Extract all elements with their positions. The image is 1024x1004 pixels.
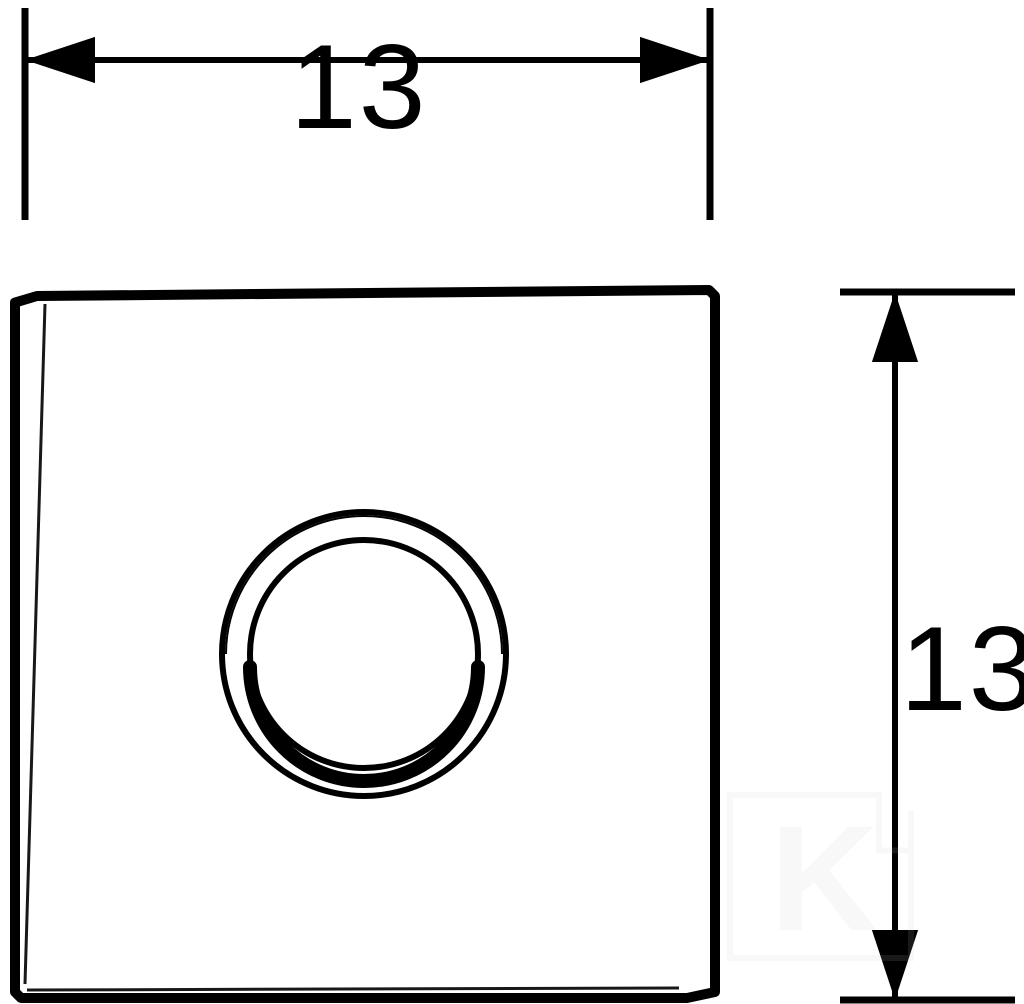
watermark-logo: K xyxy=(0,0,1024,1004)
svg-text:K: K xyxy=(770,794,878,962)
diagram-canvas: 13 13 K xyxy=(0,0,1024,1004)
